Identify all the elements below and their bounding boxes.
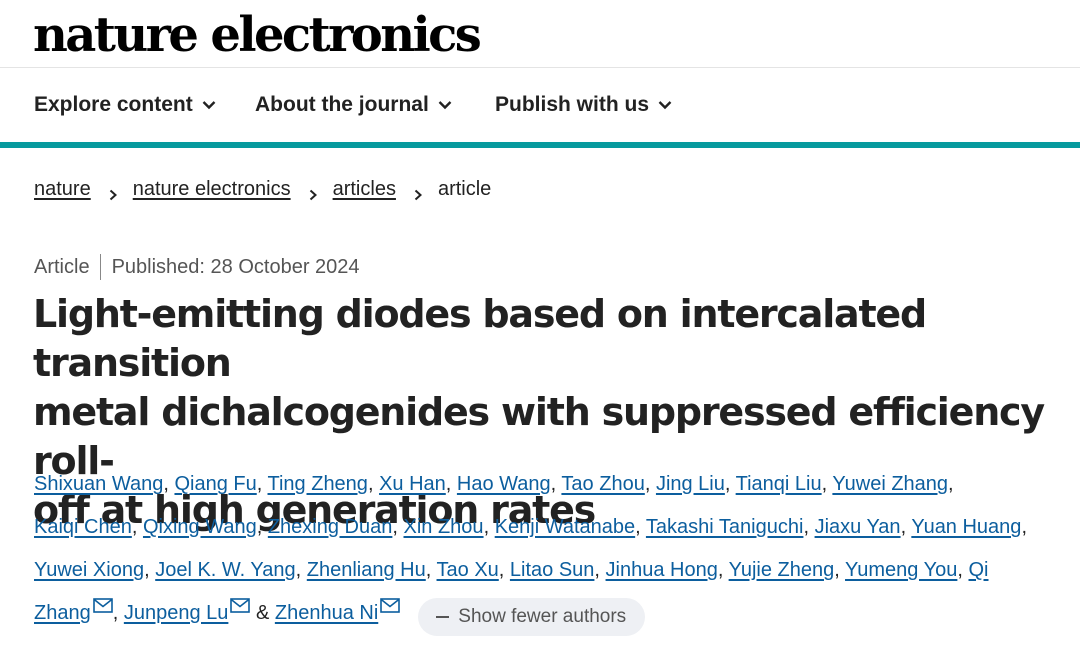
chevron-down-icon — [202, 100, 216, 110]
nav-accent-bar — [0, 142, 1080, 148]
author-link[interactable]: Jinhua Hong — [605, 559, 718, 581]
author-link[interactable]: Tao Xu — [436, 559, 499, 581]
article-type: Article — [34, 255, 90, 278]
breadcrumb-link-articles[interactable]: articles — [332, 178, 396, 200]
article-meta: Article Published: 28 October 2024 — [34, 254, 360, 280]
author-link[interactable]: Zhenliang Hu — [306, 559, 426, 581]
author-link[interactable]: Zhexing Duan — [267, 516, 393, 538]
chevron-right-icon — [307, 184, 319, 200]
show-fewer-authors-label: Show fewer authors — [458, 606, 627, 627]
author-link[interactable]: Jing Liu — [655, 473, 725, 495]
author-link[interactable]: Kaiqi Chen — [34, 516, 132, 538]
article-title: Light-emitting diodes based on intercala… — [33, 290, 1053, 535]
chevron-right-icon — [107, 184, 119, 200]
author-link[interactable]: Yuan Huang — [911, 516, 1022, 538]
author-link[interactable]: Xin Zhou — [403, 516, 484, 538]
author-link[interactable]: Litao Sun — [509, 559, 595, 581]
author-link[interactable]: Tao Zhou — [561, 473, 645, 495]
breadcrumb: nature nature electronics articles artic… — [34, 178, 491, 201]
author-link[interactable]: Junpeng Lu — [123, 602, 229, 624]
author-link[interactable]: Xu Han — [379, 473, 446, 495]
mail-icon[interactable] — [92, 598, 113, 613]
author-link[interactable]: Jiaxu Yan — [814, 516, 901, 538]
nav-publish-with-us-label: Publish with us — [495, 93, 650, 116]
breadcrumb-current: article — [437, 178, 492, 200]
author-link[interactable]: Kenji Watanabe — [494, 516, 636, 538]
author-link[interactable]: Yuwei Xiong — [34, 559, 145, 581]
breadcrumb-link-nature[interactable]: nature — [34, 178, 91, 200]
article-title-line: Light-emitting diodes based on intercala… — [33, 292, 927, 385]
author-link[interactable]: Shixuan Wang — [34, 473, 164, 495]
author-list: Shixuan Wang, Qiang Fu, Ting Zheng, Xu H… — [34, 463, 1049, 636]
mail-icon[interactable] — [230, 598, 251, 613]
nav-about-journal-label: About the journal — [255, 93, 429, 116]
nav-explore-content-label: Explore content — [34, 93, 193, 116]
article-title-line: metal dichalcogenides with suppressed ef… — [33, 390, 1045, 483]
author-link[interactable]: Yujie Zheng — [728, 559, 835, 581]
author-link[interactable]: Hao Wang — [456, 473, 551, 495]
author-link[interactable]: Qi Zhang — [34, 559, 989, 624]
mail-icon[interactable] — [380, 598, 401, 613]
chevron-right-icon — [412, 184, 424, 200]
author-link[interactable]: Tianqi Liu — [735, 473, 822, 495]
minus-icon — [436, 616, 450, 618]
nav-publish-with-us[interactable]: Publish with us — [495, 93, 672, 117]
chevron-down-icon — [658, 100, 672, 110]
author-link[interactable]: Zhenhua Ni — [274, 602, 379, 624]
author-link[interactable]: Qixing Wang — [142, 516, 257, 538]
chevron-down-icon — [438, 100, 452, 110]
show-fewer-authors-button[interactable]: Show fewer authors — [418, 598, 646, 636]
masthead: nature electronics — [0, 0, 1080, 68]
nav-about-journal[interactable]: About the journal — [255, 93, 452, 117]
author-link[interactable]: Qiang Fu — [174, 473, 257, 495]
author-link[interactable]: Yumeng You — [845, 559, 958, 581]
meta-divider — [99, 254, 101, 280]
journal-logo[interactable]: nature electronics — [33, 7, 482, 63]
author-link[interactable]: Joel K. W. Yang — [155, 559, 296, 581]
author-link[interactable]: Yuwei Zhang — [832, 473, 949, 495]
author-link[interactable]: Ting Zheng — [267, 473, 368, 495]
author-ampersand: & — [255, 602, 270, 624]
main-navigation: Explore content About the journal Publis… — [0, 69, 1080, 142]
article-title-line: off at high generation rates — [33, 488, 596, 532]
breadcrumb-link-nature-electronics[interactable]: nature electronics — [132, 178, 291, 200]
nav-explore-content[interactable]: Explore content — [34, 93, 216, 117]
author-link[interactable]: Takashi Taniguchi — [645, 516, 804, 538]
published-date: Published: 28 October 2024 — [111, 255, 360, 278]
